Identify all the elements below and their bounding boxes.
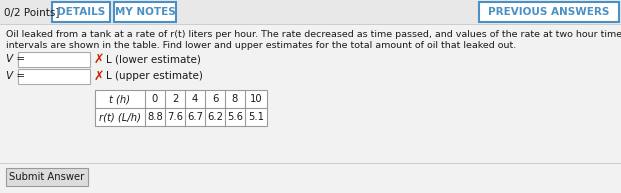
FancyBboxPatch shape	[18, 52, 90, 67]
Text: r(t) (L/h): r(t) (L/h)	[99, 112, 141, 122]
Text: 8.8: 8.8	[147, 112, 163, 122]
FancyBboxPatch shape	[114, 2, 176, 22]
Text: V =: V =	[6, 54, 25, 64]
Text: ✗: ✗	[94, 69, 104, 82]
Text: intervals are shown in the table. Find lower and upper estimates for the total a: intervals are shown in the table. Find l…	[6, 41, 516, 50]
Text: 0/2 Points]: 0/2 Points]	[4, 7, 60, 17]
Text: MY NOTES: MY NOTES	[115, 7, 175, 17]
Text: 2: 2	[172, 94, 178, 104]
Text: V =: V =	[6, 71, 25, 81]
Text: Submit Answer: Submit Answer	[9, 172, 84, 182]
Text: 6.2: 6.2	[207, 112, 223, 122]
FancyBboxPatch shape	[18, 69, 90, 84]
Text: 5.1: 5.1	[248, 112, 264, 122]
FancyBboxPatch shape	[6, 168, 88, 186]
Text: Oil leaked from a tank at a rate of r(t) liters per hour. The rate decreased as : Oil leaked from a tank at a rate of r(t)…	[6, 30, 621, 39]
FancyBboxPatch shape	[95, 90, 267, 126]
Text: 0: 0	[152, 94, 158, 104]
Text: 10: 10	[250, 94, 262, 104]
Text: t (h): t (h)	[109, 94, 130, 104]
Text: 4: 4	[192, 94, 198, 104]
Text: PREVIOUS ANSWERS: PREVIOUS ANSWERS	[488, 7, 610, 17]
Text: 8: 8	[232, 94, 238, 104]
FancyBboxPatch shape	[52, 2, 110, 22]
Text: 6.7: 6.7	[187, 112, 203, 122]
Text: L (lower estimate): L (lower estimate)	[106, 54, 201, 64]
Text: ✗: ✗	[94, 52, 104, 65]
FancyBboxPatch shape	[479, 2, 619, 22]
Text: L (upper estimate): L (upper estimate)	[106, 71, 203, 81]
FancyBboxPatch shape	[0, 0, 621, 24]
Text: 7.6: 7.6	[167, 112, 183, 122]
Text: 6: 6	[212, 94, 218, 104]
Text: DETAILS: DETAILS	[57, 7, 105, 17]
Text: 5.6: 5.6	[227, 112, 243, 122]
